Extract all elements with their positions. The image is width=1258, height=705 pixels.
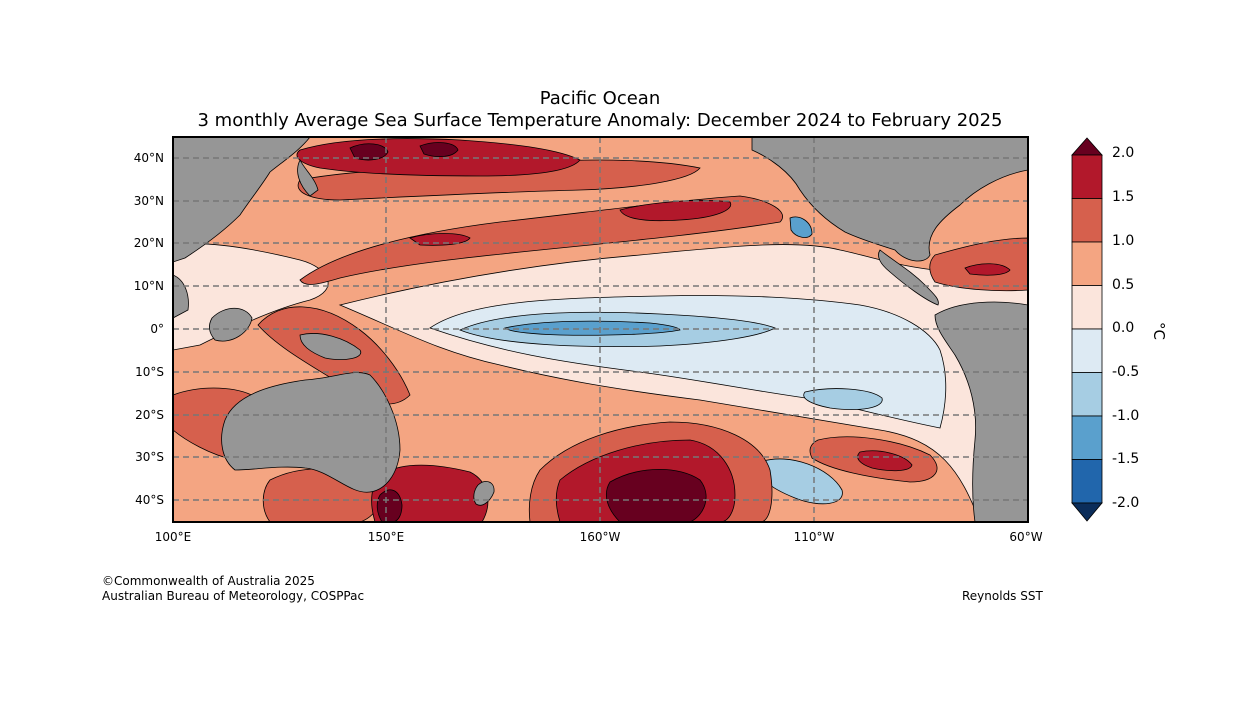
data-source-text: Reynolds SST [962,589,1043,603]
lat-tick-label: 40°S [135,493,164,507]
gridlines [173,137,1028,522]
colorbar-label: -2.0 [1112,495,1140,511]
anomaly-region-neg-15-10-baja [789,216,813,238]
colorbar-label: 1.0 [1112,233,1135,249]
australia-land [221,372,401,493]
colorbar-label: -0.5 [1112,364,1140,380]
borneo-land [208,307,253,342]
lat-tick-label: 0° [150,322,164,336]
anomaly-region-15-20-sep [857,450,913,472]
anomaly-region-neg-15-10 [504,320,681,336]
copyright-text: ©Commonwealth of Australia 2025 [102,574,315,588]
map-subtitle: 3 monthly Average Sea Surface Temperatur… [197,110,1003,131]
colorbar-top-extend [1071,137,1103,156]
anomaly-region-neg-10-05-east [803,388,883,410]
lat-tick-label: 10°N [134,279,164,293]
anomaly-region-15-20-atlantic [964,263,1011,276]
colorbar-label: 2.0 [1112,145,1135,161]
colorbar-segment [1071,372,1103,417]
colorbar-segment [1071,154,1103,199]
colorbar-label: 1.5 [1112,189,1135,205]
lon-axis: 100°E 150°E 160°W 110°W 60°W [155,530,1043,544]
map-title: Pacific Ocean [539,88,661,109]
colorbar-label: 0.0 [1112,320,1135,336]
colorbar-segment [1071,459,1103,504]
anomaly-region-15-20-central-north [619,200,732,222]
colorbar-segment [1071,285,1103,330]
central-america-land [878,249,939,306]
colorbar-bottom-extend [1071,502,1103,522]
lat-tick-label: 30°S [135,450,164,464]
map-frame [172,136,1029,523]
anomaly-region-gt20-tasman [376,489,403,522]
south-america-land [934,301,1028,522]
lon-tick-label: 60°W [1009,530,1042,544]
land [173,137,1028,522]
colorbar-segment [1071,415,1103,460]
agency-text: Australian Bureau of Meteorology, COSPPa… [102,589,365,603]
colorbar-segment [1071,241,1103,286]
lat-tick-label: 30°N [134,194,164,208]
lat-axis: 40°N 30°N 20°N 10°N 0° 10°S 20°S 30°S 40… [134,151,164,507]
colorbar-segment [1071,198,1103,243]
anomaly-region-gt20-kuroshio [349,143,389,161]
anomaly-region-gt20-south [606,468,707,522]
map-field [173,137,1028,522]
lon-tick-label: 110°W [794,530,835,544]
lat-tick-label: 10°S [135,365,164,379]
colorbar-label: 0.5 [1112,277,1135,293]
lon-tick-label: 150°E [368,530,405,544]
lat-tick-label: 20°S [135,408,164,422]
colorbar-label: -1.0 [1112,408,1140,424]
lon-tick-label: 160°W [580,530,621,544]
colorbar-unit: °C [1149,322,1168,340]
japan-land [297,159,319,197]
lat-tick-label: 40°N [134,151,164,165]
colorbar-label: -1.5 [1112,451,1140,467]
asia-land [173,137,311,263]
north-america-land [751,137,1028,262]
colorbar [1071,137,1103,522]
colorbar-segment [1071,328,1103,373]
lon-tick-label: 100°E [155,530,192,544]
new-guinea-land [299,333,362,360]
lat-tick-label: 20°N [134,236,164,250]
anomaly-region-gt20-kuroshio-2 [419,142,459,158]
